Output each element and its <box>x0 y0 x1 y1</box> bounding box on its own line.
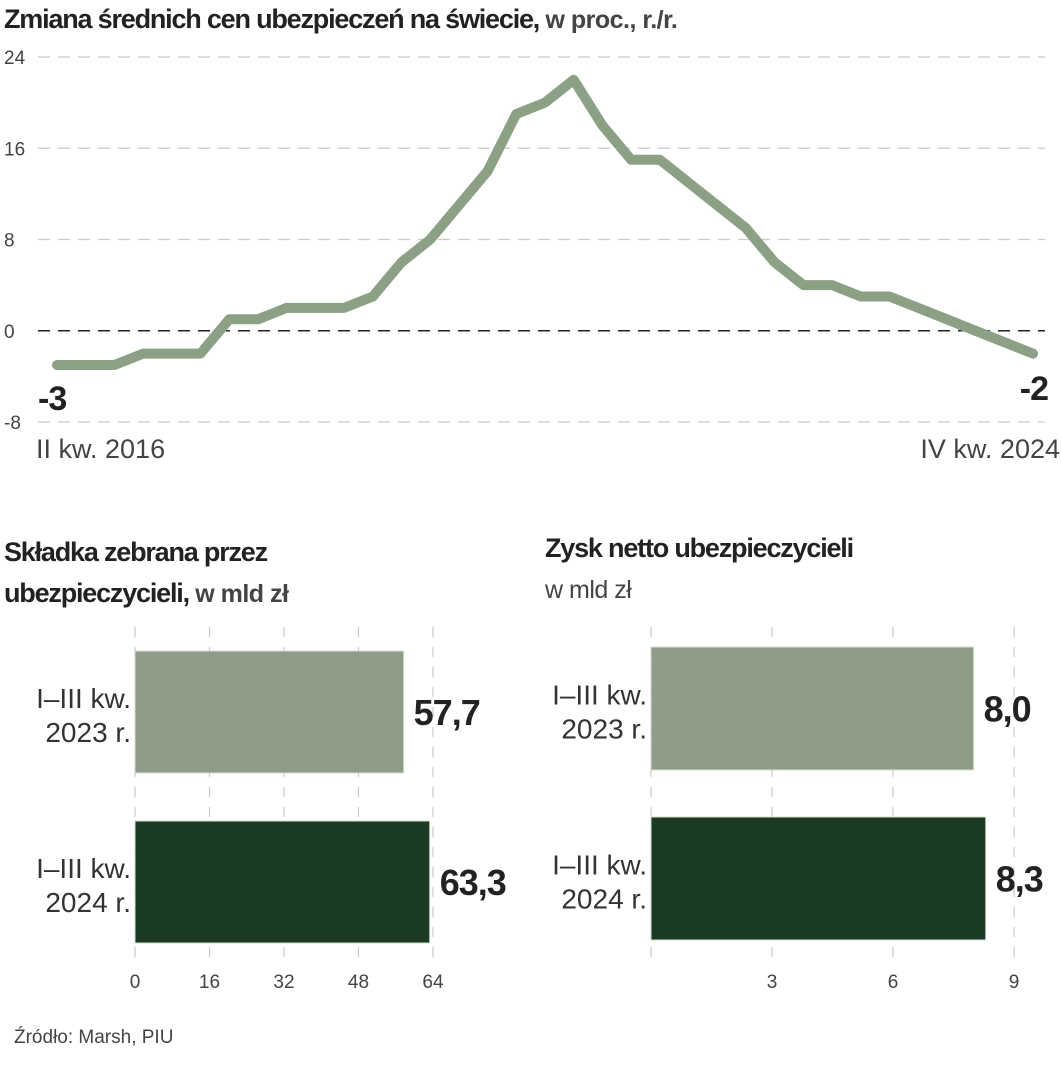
line-end-value: -2 <box>1020 370 1048 408</box>
bar <box>134 820 431 944</box>
bar-value-label: 8,3 <box>996 859 1043 900</box>
bar2-subtitle: w mld zł <box>544 576 632 604</box>
bar-category-label: I–III kw. <box>552 680 647 711</box>
bar-category-label: I–III kw. <box>552 850 647 881</box>
x-tick-label: 6 <box>888 972 899 993</box>
x-tick-label: 0 <box>130 972 141 993</box>
line-series <box>52 74 1038 370</box>
x-tick-label: 32 <box>273 972 294 993</box>
bar-value-label: 8,0 <box>984 689 1031 730</box>
bar-category-label: I–III kw. <box>36 683 131 714</box>
line-y-ticks: 24 16 8 0 -8 <box>4 48 26 434</box>
line-x-start-label: II kw. 2016 <box>36 434 165 464</box>
bar <box>650 646 975 771</box>
bar-value-label: 63,3 <box>440 862 506 903</box>
bar1-title-line1: Składka zebrana przez <box>4 537 268 567</box>
y-tick-label: 16 <box>4 139 25 160</box>
bar-chart-net-profit: 3 6 98,0I–III kw.2023 r.8,3I–III kw.2024 r… <box>552 627 1044 993</box>
line-x-end-label: IV kw. 2024 <box>920 434 1060 464</box>
line-subtitle: w proc., r./r. <box>544 6 677 34</box>
bar-category-label: 2023 r. <box>561 714 647 745</box>
x-tick-label: 64 <box>422 972 444 993</box>
bar <box>650 816 987 941</box>
bar-category-label: 2024 r. <box>561 884 647 915</box>
bar-category-label: 2024 r. <box>45 887 131 918</box>
bar1-title-bold: ubezpieczycieli, <box>4 578 189 608</box>
line-chart-title: Zmiana średnich cen ubezpieczeń na świec… <box>4 4 677 34</box>
bar1-subtitle: w mld zł <box>194 580 289 608</box>
bar <box>134 650 405 774</box>
y-tick-label: -8 <box>4 413 21 434</box>
line-grid <box>38 56 1045 423</box>
bar1-title-line2: ubezpieczycieli, w mld zł <box>4 578 289 608</box>
y-tick-label: 24 <box>4 48 26 69</box>
x-tick-label: 48 <box>348 972 369 993</box>
source-note: Źródło: Marsh, PIU <box>14 1027 173 1048</box>
line-title-bold: Zmiana średnich cen ubezpieczeń na świec… <box>4 4 539 34</box>
y-tick-label: 0 <box>4 322 15 343</box>
line-start-value: -3 <box>38 380 66 418</box>
bar-value-label: 57,7 <box>414 692 480 733</box>
bar-category-label: 2023 r. <box>45 717 131 748</box>
y-tick-label: 8 <box>4 231 15 252</box>
bar-category-label: I–III kw. <box>36 853 131 884</box>
x-tick-label: 9 <box>1009 972 1020 993</box>
x-tick-label: 3 <box>767 972 778 993</box>
x-tick-label: 16 <box>199 972 220 993</box>
bar2-title: Zysk netto ubezpieczycieli <box>545 533 853 563</box>
